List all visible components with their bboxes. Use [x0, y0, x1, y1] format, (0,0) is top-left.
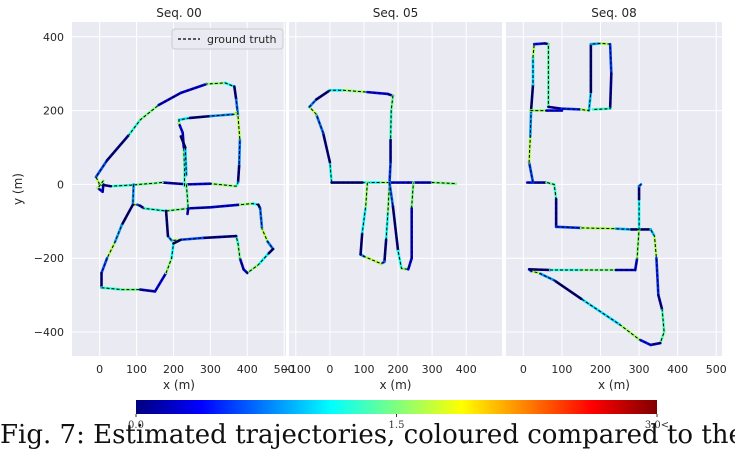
x-tick-label: 400	[237, 363, 258, 376]
estimated-trajectory-segment	[552, 183, 558, 201]
legend: ground truth	[171, 28, 284, 50]
panel-title: Seq. 05	[373, 6, 419, 20]
x-tick-label: 0	[326, 363, 333, 376]
y-tick-label: −200	[34, 252, 64, 265]
x-axis-label: x (m)	[380, 378, 412, 392]
ground-truth-line	[178, 112, 237, 187]
panel-1: 0 100 200 300 400 500 −400 −200 0 200 400 y (m) Seq.…	[11, 6, 295, 392]
x-axis-label: x (m)	[598, 378, 630, 392]
y-tick-label: 200	[43, 105, 64, 118]
trajectories	[525, 42, 666, 347]
x-axis-label: x (m)	[163, 378, 195, 392]
figure-caption: Fig. 7: Estimated trajectories, coloured…	[0, 420, 735, 450]
x-tick-label: 500	[706, 363, 727, 376]
x-tick-label: 400	[667, 363, 688, 376]
y-tick-label: 0	[57, 178, 64, 191]
x-tick-label: 100	[126, 363, 147, 376]
x-tick-label: 300	[629, 363, 650, 376]
x-tick-label: 300	[422, 363, 443, 376]
estimated-trajectory-segment	[657, 293, 664, 312]
colorbar: 0.0 1.5 3.0<	[128, 400, 669, 431]
ground-truth-line	[132, 184, 274, 274]
legend-label: ground truth	[207, 33, 277, 46]
colorbar-tick-label: 3.0<	[645, 420, 669, 431]
legend-box	[171, 28, 284, 50]
y-axis-label: y (m)	[11, 173, 25, 205]
x-tick-label: 0	[96, 363, 103, 376]
ground-truth-line	[308, 89, 394, 183]
estimated-trajectory-segment	[260, 227, 269, 243]
estimated-trajectory-segment	[245, 263, 260, 275]
x-tick-label: 400	[456, 363, 477, 376]
x-tick-label: 300	[200, 363, 221, 376]
x-tick-label: 0	[520, 363, 527, 376]
trajectories	[308, 88, 458, 271]
y-tick-label: 400	[43, 31, 64, 44]
plot-background	[506, 22, 722, 356]
ground-truth-line	[389, 182, 414, 270]
x-tick-label: 200	[163, 363, 184, 376]
panel-title: Seq. 00	[156, 6, 202, 20]
estimated-trajectory-segment	[209, 203, 242, 209]
ground-truth-line	[528, 42, 612, 183]
ground-truth-line	[185, 184, 189, 214]
ground-truth-line	[101, 204, 182, 292]
ground-truth-line	[360, 182, 390, 265]
y-tick-label: −400	[34, 326, 64, 339]
x-tick-label: −100	[281, 363, 311, 376]
ground-truth-line	[180, 136, 187, 176]
x-tick-label: 200	[388, 363, 409, 376]
colorbar-tick-label: 1.5	[389, 420, 405, 431]
ground-truth-line	[95, 82, 241, 187]
plot-background	[289, 22, 502, 356]
estimated-trajectory-segment	[183, 146, 188, 177]
x-tick-label: 200	[590, 363, 611, 376]
estimated-trajectory-segment	[236, 242, 242, 260]
estimated-trajectory-segment	[170, 242, 175, 260]
x-tick-label: 100	[353, 363, 374, 376]
panel-2: −100 0 100 200 300 400 Seq. 05 x (m)	[281, 6, 502, 392]
colorbar-gradient	[136, 400, 657, 414]
ground-truth-line	[527, 182, 665, 346]
colorbar-tick-label: 0.0	[128, 420, 144, 431]
panel-title: Seq. 08	[591, 6, 637, 20]
x-tick-label: 500	[274, 363, 295, 376]
x-tick-label: 100	[551, 363, 572, 376]
ground-truth-line	[97, 180, 104, 193]
panel-3: 0 100 200 300 400 500 Seq. 08 x (m)	[506, 6, 727, 392]
plot-background	[72, 22, 286, 356]
estimated-trajectory-segment	[314, 88, 332, 101]
trajectories	[94, 81, 275, 293]
